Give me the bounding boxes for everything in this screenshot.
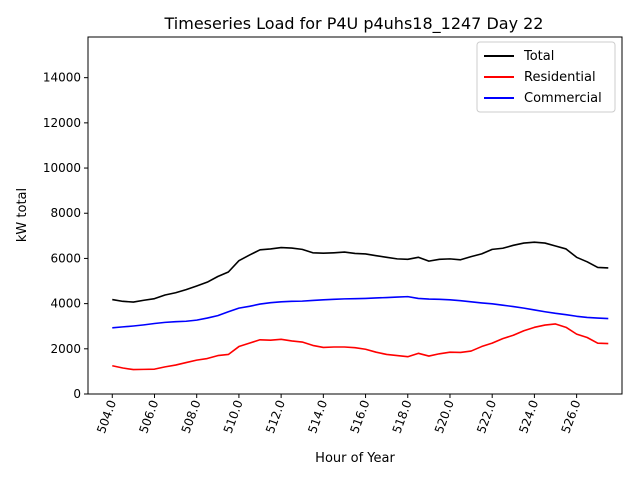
y-tick-label: 10000 <box>43 161 81 175</box>
legend: Total Residential Commercial <box>476 41 616 113</box>
y-axis-label: kW total <box>15 188 30 242</box>
y-tick-label: 14000 <box>43 71 81 85</box>
legend-label-residential: Residential <box>524 70 596 85</box>
series-line-commercial <box>112 295 609 329</box>
series-line-residential <box>112 323 609 371</box>
y-tick-label: 2000 <box>50 342 81 356</box>
y-tick-label: 4000 <box>50 297 81 311</box>
legend-label-total: Total <box>523 49 554 64</box>
legend-box <box>476 41 616 113</box>
plot-frame <box>87 36 623 395</box>
x-axis-label: Hour of Year <box>315 451 395 466</box>
chart-title: Timeseries Load for P4U p4uhs18_1247 Day… <box>164 14 544 34</box>
legend-label-commercial: Commercial <box>524 91 602 106</box>
y-tick-label: 0 <box>73 387 81 401</box>
y-axis-ticks: 0 2000 4000 6000 8000 10000 12000 14000 <box>43 71 88 401</box>
y-tick-label: 12000 <box>43 116 81 130</box>
series-line-total <box>112 241 609 303</box>
series-lines <box>112 241 609 371</box>
y-tick-label: 6000 <box>50 251 81 265</box>
y-tick-label: 8000 <box>50 206 81 220</box>
